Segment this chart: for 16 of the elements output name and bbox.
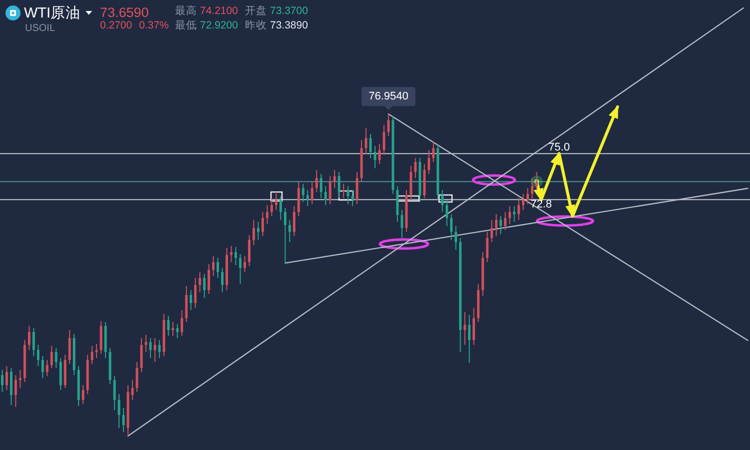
chart-subtitle: USOIL: [25, 23, 56, 34]
annotation: 76.9540: [368, 90, 408, 102]
chart-title: WTI原油: [24, 4, 81, 22]
annotation: 75.0: [548, 142, 570, 154]
annotation: 72.8: [530, 198, 552, 211]
text: 开盘: [245, 5, 267, 17]
text: 最高: [175, 5, 197, 17]
text: 73.6590: [100, 5, 149, 20]
text: 74.2100: [200, 5, 238, 17]
text: 0.2700: [100, 20, 132, 32]
text: 72.9200: [200, 20, 238, 32]
text: 73.3890: [270, 20, 308, 32]
text: 0.37%: [139, 20, 169, 32]
text: 73.3700: [270, 5, 308, 17]
text: 昨收: [245, 20, 267, 32]
text: 最低: [175, 20, 197, 32]
